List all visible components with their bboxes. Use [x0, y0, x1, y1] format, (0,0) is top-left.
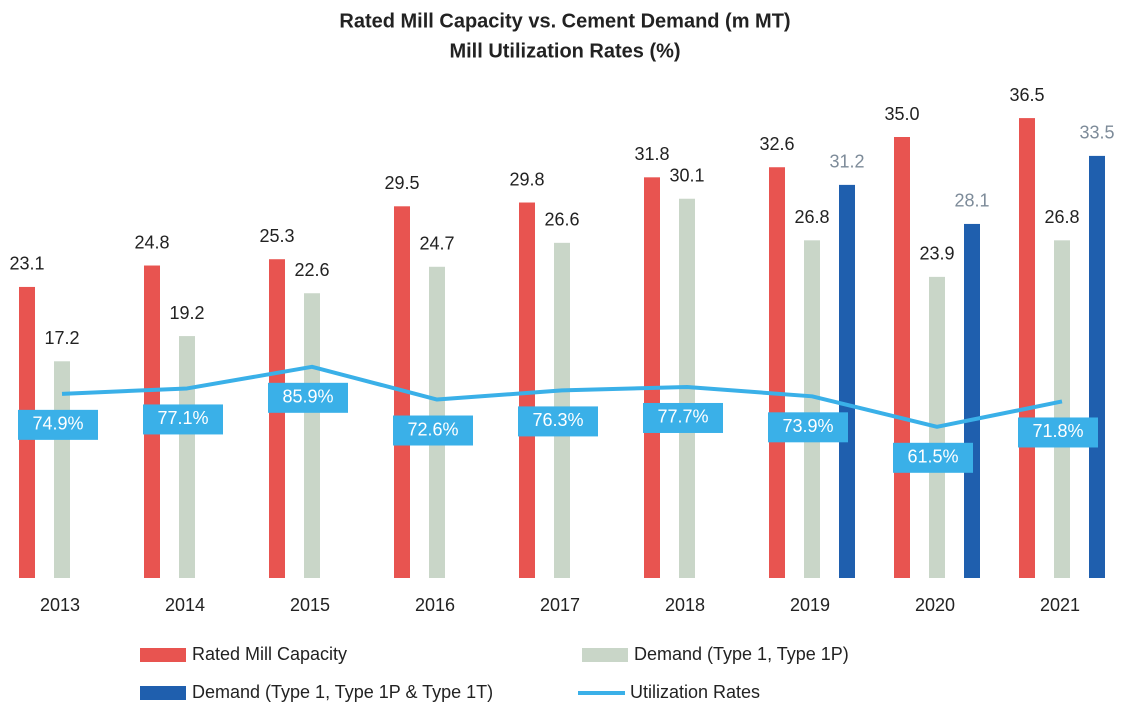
legend-label: Utilization Rates	[630, 682, 760, 702]
legend-label: Demand (Type 1, Type 1P & Type 1T)	[192, 682, 493, 702]
label-box	[768, 412, 848, 443]
data-label: 24.7	[419, 234, 454, 254]
data-label: 29.8	[509, 169, 544, 189]
line	[61, 364, 1063, 429]
data-label: 22.6	[294, 260, 329, 280]
x-tick-label: 2016	[415, 595, 455, 615]
legend-label: Rated Mill Capacity	[192, 644, 347, 664]
data-label: 85.9%	[282, 387, 333, 407]
bar	[1019, 118, 1035, 578]
label-box	[393, 415, 473, 446]
label-box	[518, 406, 598, 437]
data-label: 17.2	[44, 328, 79, 348]
data-label: 35.0	[884, 104, 919, 124]
data-label: 30.1	[669, 165, 704, 185]
legend-label: Demand (Type 1, Type 1P)	[634, 644, 849, 664]
bar	[894, 137, 910, 578]
data-label: 28.1	[954, 191, 989, 211]
x-tick-label: 2019	[790, 595, 830, 615]
data-label: 24.8	[134, 232, 169, 252]
data-label: 36.5	[1009, 85, 1044, 105]
bar	[179, 336, 195, 578]
label-box	[1018, 417, 1098, 448]
data-label: 25.3	[259, 226, 294, 246]
bar	[644, 177, 660, 578]
data-label: 71.8%	[1032, 421, 1083, 441]
data-label: 77.1%	[157, 408, 208, 428]
data-label: 76.3%	[532, 410, 583, 430]
data-label: 74.9%	[32, 414, 83, 434]
bar	[304, 293, 320, 578]
data-label: 26.6	[544, 210, 579, 230]
bar	[964, 223, 980, 578]
data-label: 61.5%	[907, 447, 958, 467]
label-box	[18, 409, 98, 440]
x-tick-label: 2013	[40, 595, 80, 615]
chart-title: Rated Mill Capacity vs. Cement Demand (m…	[339, 10, 790, 32]
data-label: 29.5	[384, 173, 419, 193]
label-box	[143, 404, 223, 435]
data-label: 23.9	[919, 244, 954, 264]
data-label: 77.7%	[657, 407, 708, 427]
data-label: 23.1	[9, 254, 44, 274]
data-label: 32.6	[759, 134, 794, 154]
data-label: 72.6%	[407, 419, 458, 439]
x-tick-label: 2021	[1040, 595, 1080, 615]
x-tick-label: 2020	[915, 595, 955, 615]
legend-swatch	[140, 648, 186, 662]
x-tick-label: 2015	[290, 595, 330, 615]
data-label: 26.8	[794, 207, 829, 227]
bar	[269, 259, 285, 578]
data-label: 73.9%	[782, 416, 833, 436]
data-label: 31.2	[829, 152, 864, 172]
data-label: 31.8	[634, 144, 669, 164]
label-box	[643, 402, 723, 433]
chart-subtitle: Mill Utilization Rates (%)	[449, 40, 680, 62]
label-box	[268, 382, 348, 413]
legend-swatch	[582, 648, 628, 662]
bar	[839, 184, 855, 578]
x-tick-label: 2014	[165, 595, 205, 615]
x-tick-label: 2017	[540, 595, 580, 615]
bar	[519, 202, 535, 578]
data-label: 19.2	[169, 303, 204, 323]
legend-swatch	[140, 686, 186, 700]
data-label: 33.5	[1079, 123, 1114, 143]
bar	[804, 240, 820, 578]
bar	[1089, 155, 1105, 578]
bar	[1054, 240, 1070, 578]
label-box	[893, 442, 973, 473]
data-label: 26.8	[1044, 207, 1079, 227]
x-tick-label: 2018	[665, 595, 705, 615]
bar	[769, 167, 785, 579]
